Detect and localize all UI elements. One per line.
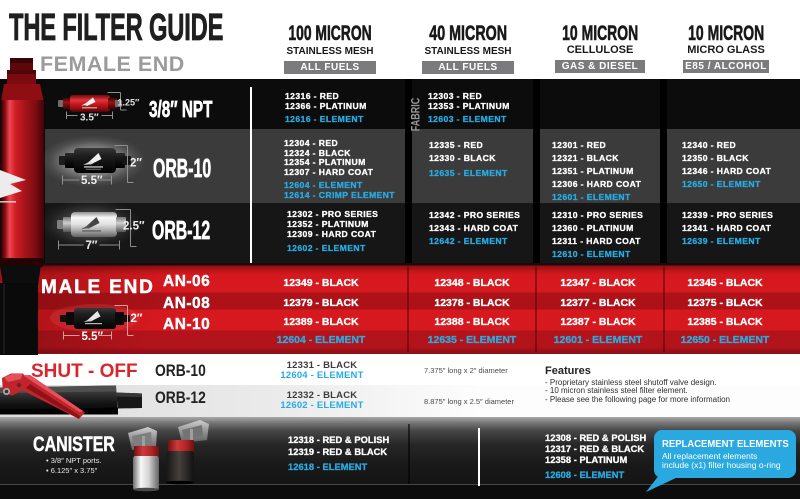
svg-text:1.25″: 1.25″ xyxy=(118,98,141,108)
svg-text:2″: 2″ xyxy=(130,158,142,170)
svg-text:3.5″: 3.5″ xyxy=(80,113,99,124)
svg-text:7″: 7″ xyxy=(86,240,98,252)
svg-text:2.5″: 2.5″ xyxy=(123,221,145,233)
svg-text:5.5″: 5.5″ xyxy=(81,175,103,187)
svg-text:2″: 2″ xyxy=(131,313,143,325)
svg-text:5.5″: 5.5″ xyxy=(82,331,104,343)
